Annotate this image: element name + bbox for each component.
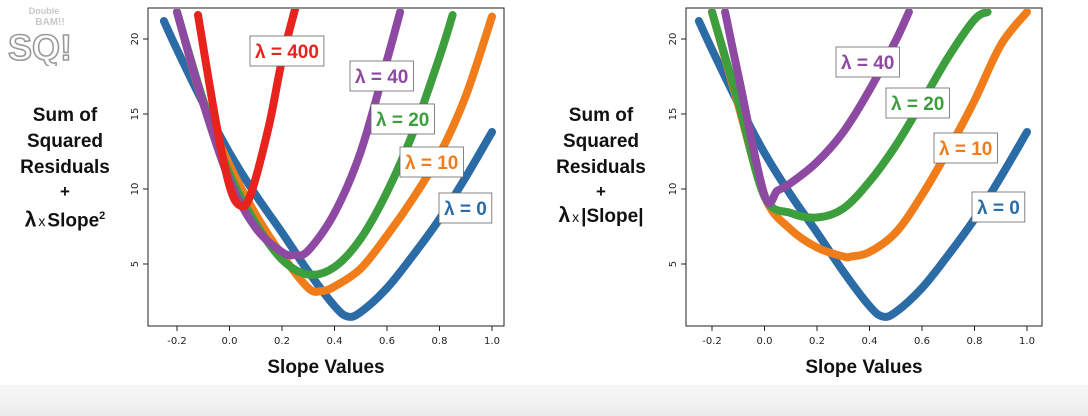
legend-label-lambda-0: λ = 0 [438, 192, 493, 224]
x-tick-label: 1.0 [484, 336, 500, 347]
ylabel-line2: Squared [26, 131, 104, 152]
legend-label-lambda-20: λ = 20 [885, 87, 950, 119]
y-tick-label: 10 [668, 183, 679, 196]
ylabel-plus: + [596, 182, 606, 201]
ylabel-plus: + [60, 182, 70, 201]
x-tick-label: 0.2 [274, 336, 290, 347]
plot-frame [685, 7, 1043, 327]
times-symbol: x [38, 213, 46, 230]
x-tick-label: 0.8 [967, 336, 983, 347]
statquest-logo: Double BAM!! SQ! [7, 6, 73, 66]
x-tick-label: 0.8 [432, 336, 448, 347]
logo-line1: Double [29, 6, 60, 16]
svg-text:λ = 20: λ = 20 [891, 94, 944, 115]
y-tick-label: 10 [130, 183, 141, 196]
x-tick-label: -0.2 [167, 336, 187, 347]
legend-label-lambda-400: λ = 400 [249, 35, 325, 67]
ylabel-line1: Sum of [32, 105, 98, 126]
x-tick-label: 0.4 [327, 336, 343, 347]
ylabel-line1: Sum of [568, 105, 634, 126]
lambda-symbol: λ [558, 204, 571, 227]
ylabel-line2: Squared [562, 131, 640, 152]
curve-lambda-40 [721, 9, 913, 207]
x-tick-label: 0.0 [222, 336, 238, 347]
lambda-symbol: λ [24, 208, 37, 232]
svg-text:λ = 400: λ = 400 [255, 42, 319, 63]
x-tick-label: 0.4 [862, 336, 878, 347]
y-tick-label: 20 [668, 33, 679, 46]
x-axis-title: Slope Values [267, 357, 384, 378]
x-tick-label: -0.2 [702, 336, 722, 347]
y-axis-label-right: Sum of Squared Residuals + λ x |Slope| [536, 103, 666, 230]
logo-mark: SQ! [8, 27, 72, 66]
svg-text:λ = 10: λ = 10 [405, 153, 458, 174]
ylabel-line3: Residuals [20, 157, 110, 178]
y-tick-label: 15 [668, 108, 679, 121]
svg-text:λ = 20: λ = 20 [376, 110, 429, 131]
legend-label-lambda-0: λ = 0 [971, 191, 1026, 223]
svg-text:λ = 40: λ = 40 [841, 53, 894, 74]
legend-label-lambda-10: λ = 10 [933, 132, 998, 164]
logo-line2: BAM!! [35, 17, 64, 28]
legend-label-lambda-20: λ = 20 [370, 103, 435, 135]
legend-label-lambda-40: λ = 40 [835, 46, 900, 78]
x-tick-label: 0.2 [809, 336, 825, 347]
exponent: 2 [99, 210, 106, 222]
bottom-strip [0, 385, 1088, 416]
svg-text:λ = 40: λ = 40 [355, 67, 408, 88]
x-tick-label: 0.6 [914, 336, 930, 347]
x-tick-label: 1.0 [1019, 336, 1035, 347]
y-tick-label: 20 [130, 33, 141, 46]
y-tick-label: 5 [668, 261, 679, 267]
x-tick-label: 0.0 [757, 336, 773, 347]
y-tick-label: 5 [130, 261, 141, 267]
svg-text:λ = 0: λ = 0 [977, 198, 1020, 219]
slope-term: Slope [47, 210, 100, 232]
svg-text:λ = 0: λ = 0 [444, 199, 487, 220]
x-tick-label: 0.6 [379, 336, 395, 347]
slope-term: |Slope| [581, 206, 644, 227]
y-tick-label: 15 [130, 108, 141, 121]
legend-label-lambda-10: λ = 10 [399, 146, 464, 178]
x-axis-title: Slope Values [805, 357, 922, 378]
ylabel-line3: Residuals [556, 157, 646, 178]
y-axis-label-left: Sum of Squared Residuals + λ x Slope2 [0, 103, 130, 234]
times-symbol: x [572, 209, 580, 225]
curve-lambda-400 [194, 9, 300, 211]
plot-frame [147, 7, 505, 327]
svg-text:λ = 10: λ = 10 [939, 139, 992, 160]
legend-label-lambda-40: λ = 40 [349, 60, 414, 92]
